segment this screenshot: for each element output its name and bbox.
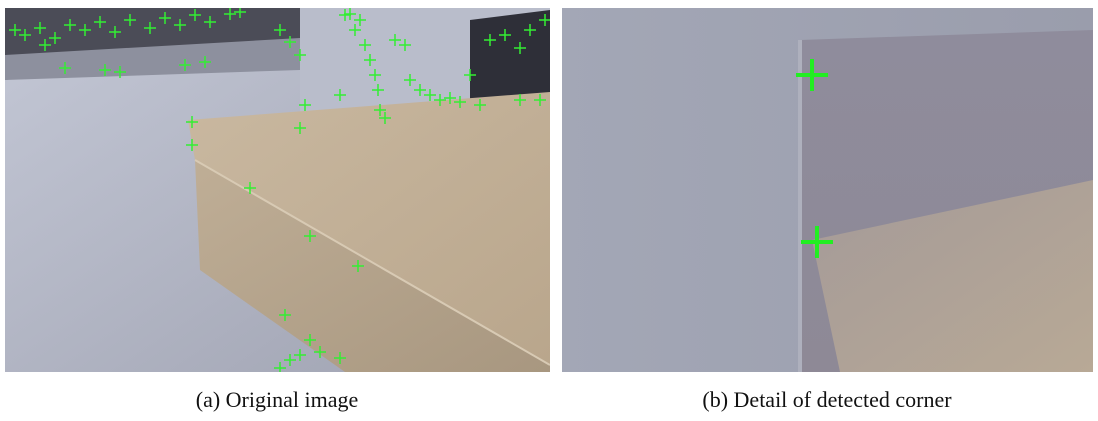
detail-image (562, 8, 1093, 372)
page: (a) Original image (b) Detail of detecte… (0, 0, 1098, 421)
caption: (a) Original image (196, 387, 359, 412)
original-image (5, 6, 551, 374)
caption: (b) Detail of detected corner (702, 387, 952, 412)
figure: (a) Original image (b) Detail of detecte… (0, 0, 1098, 421)
